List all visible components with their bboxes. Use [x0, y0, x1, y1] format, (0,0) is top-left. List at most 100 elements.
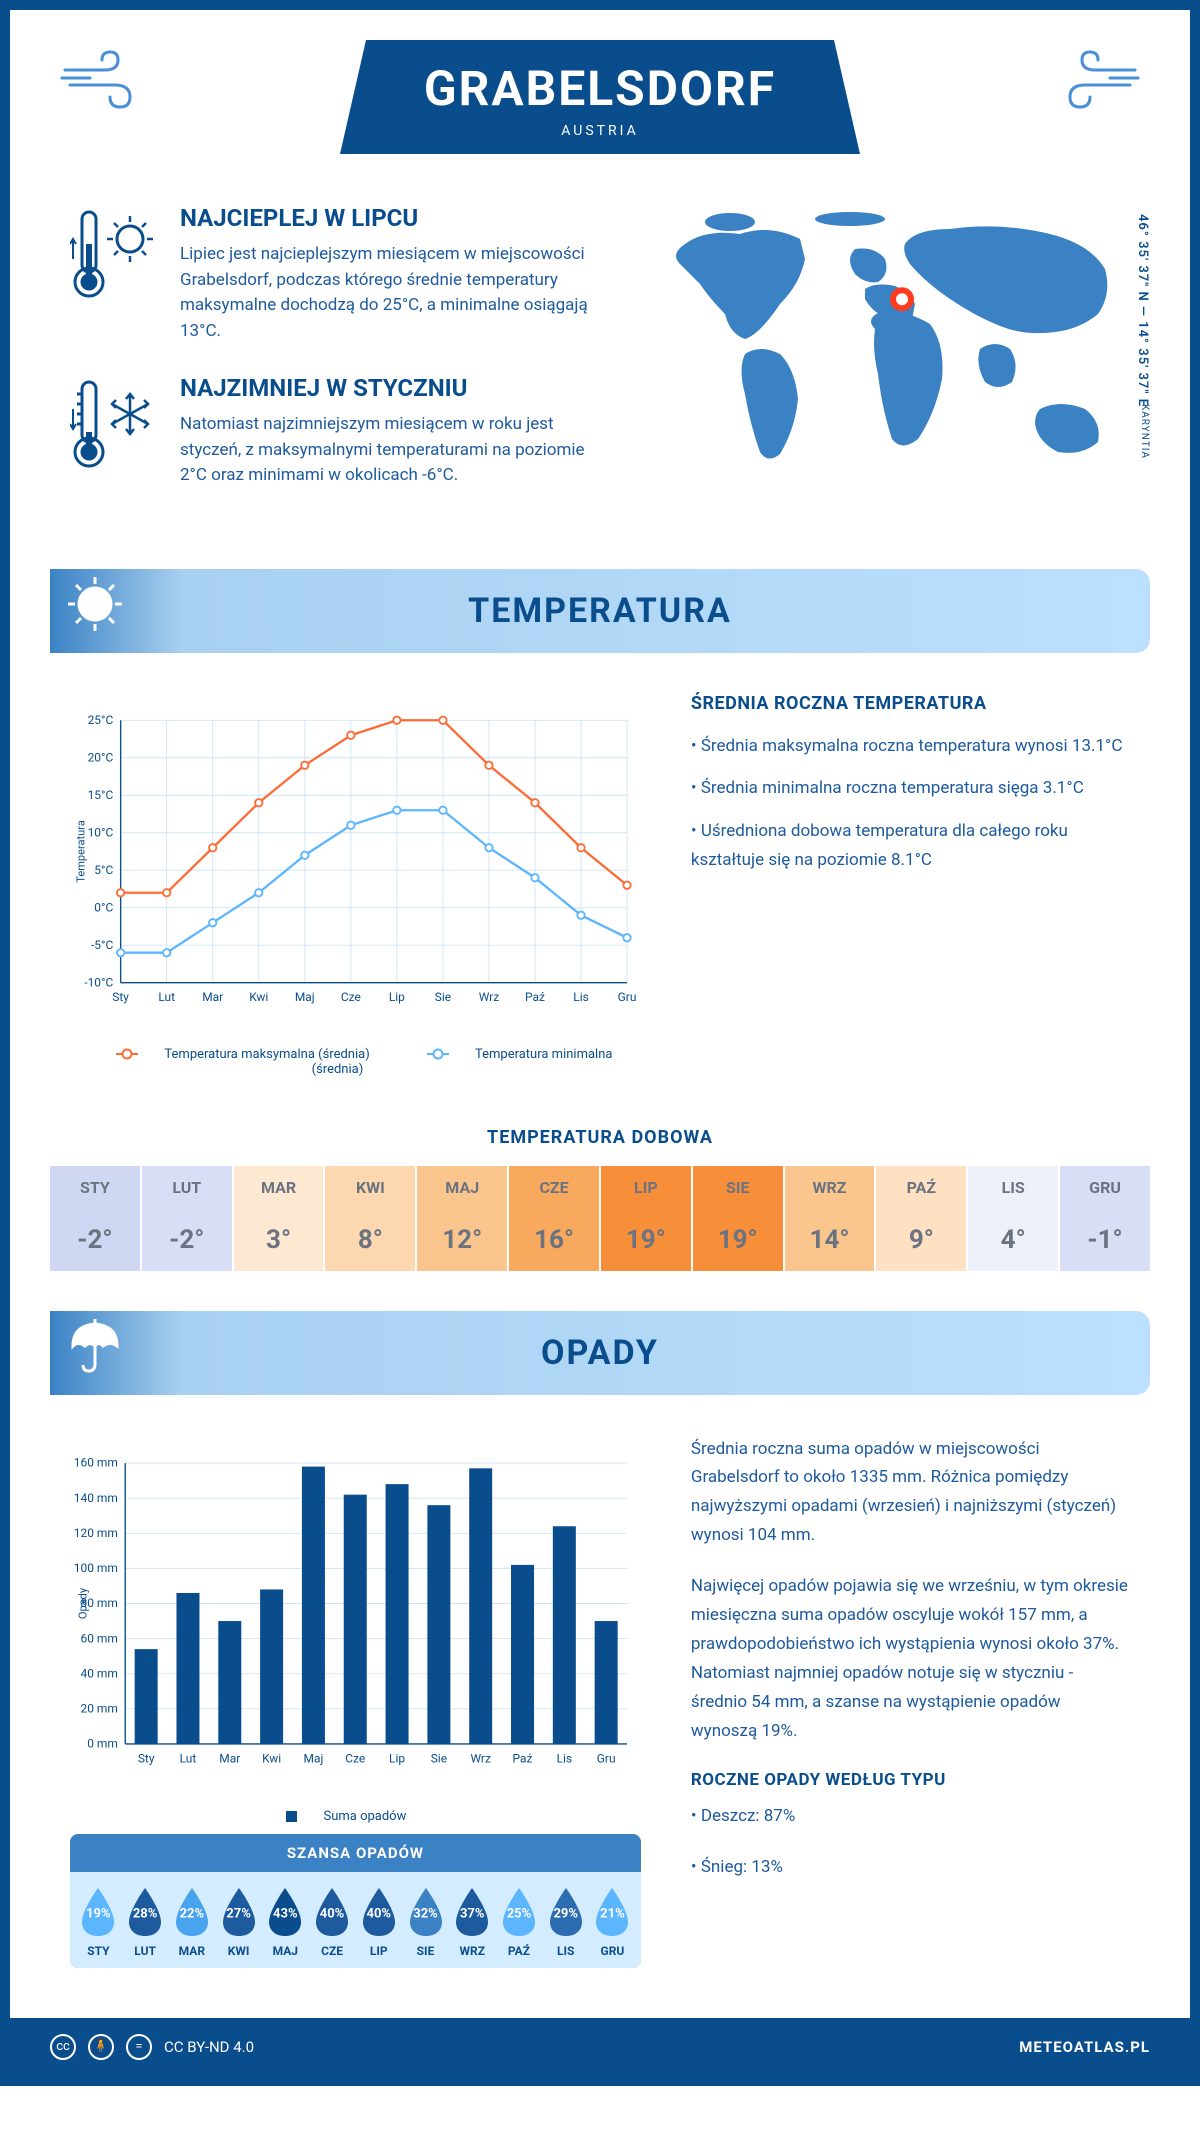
daily-temp-cell: CZE 16° [509, 1166, 601, 1271]
svg-text:Kwi: Kwi [262, 1751, 281, 1765]
thermometer-sun-icon [70, 204, 160, 344]
svg-text:5°C: 5°C [94, 862, 113, 876]
svg-text:Lip: Lip [389, 990, 405, 1004]
precip-paragraph-1: Średnia roczna suma opadów w miejscowośc… [691, 1435, 1130, 1551]
daily-temp-cell: SIE 19° [693, 1166, 785, 1271]
precipitation-legend: Suma opadów [70, 1809, 641, 1824]
daily-temp-cell: KWI 8° [325, 1166, 417, 1271]
svg-text:Lut: Lut [158, 990, 175, 1004]
coldest-block: NAJZIMNIEJ W STYCZNIU Natomiast najzimni… [70, 374, 610, 489]
precipitation-title: OPADY [541, 1333, 659, 1373]
svg-text:-10°C: -10°C [84, 975, 113, 989]
chance-cell: 40% LIP [356, 1886, 401, 1958]
daily-temp-cell: LUT -2° [142, 1166, 234, 1271]
chance-cell: 25% PAŹ [497, 1886, 542, 1958]
footer: cc 🧍 = CC BY-ND 4.0 METEOATLAS.PL [10, 2018, 1190, 2076]
svg-text:25°C: 25°C [88, 712, 114, 726]
svg-text:Cze: Cze [345, 1751, 365, 1765]
svg-text:15°C: 15°C [88, 787, 114, 801]
chance-title: SZANSA OPADÓW [70, 1834, 641, 1872]
temp-info-bullet: • Uśredniona dobowa temperatura dla całe… [691, 817, 1130, 875]
svg-text:Lip: Lip [389, 1751, 405, 1765]
title-banner: GRABELSDORF AUSTRIA [340, 40, 860, 154]
temp-info-bullet: • Średnia minimalna roczna temperatura s… [691, 774, 1130, 803]
precip-type-title: ROCZNE OPADY WEDŁUG TYPU [691, 1770, 1130, 1790]
svg-text:Cze: Cze [341, 990, 361, 1004]
svg-text:Paź: Paź [513, 1751, 533, 1765]
svg-text:Mar: Mar [202, 990, 223, 1004]
header: GRABELSDORF AUSTRIA [10, 10, 1190, 194]
wind-icon [60, 50, 140, 125]
temperature-legend: Temperatura maksymalna (średnia) Tempera… [70, 1047, 641, 1077]
svg-text:-5°C: -5°C [91, 937, 113, 951]
hottest-title: NAJCIEPLEJ W LIPCU [180, 204, 600, 232]
svg-text:40 mm: 40 mm [81, 1666, 118, 1680]
nd-icon: = [126, 2034, 152, 2060]
chance-cell: 22% MAR [169, 1886, 214, 1958]
svg-text:Lis: Lis [557, 1751, 573, 1765]
svg-text:Wrz: Wrz [470, 1751, 491, 1765]
svg-text:Sie: Sie [435, 990, 451, 1004]
umbrella-icon [65, 1316, 125, 1390]
city-title: GRABELSDORF [420, 60, 780, 117]
world-map-block: 46° 35' 37" N — 14° 35' 37" E KARYNTIA [650, 204, 1130, 519]
chance-cell: 32% SIE [403, 1886, 448, 1958]
svg-text:20°C: 20°C [88, 750, 114, 764]
precipitation-info: Średnia roczna suma opadów w miejscowośc… [691, 1435, 1130, 1968]
country-subtitle: AUSTRIA [420, 123, 780, 139]
daily-temp-cell: PAŹ 9° [876, 1166, 968, 1271]
chance-cell: 29% LIS [543, 1886, 588, 1958]
precipitation-banner: OPADY [50, 1311, 1150, 1395]
world-map [650, 204, 1130, 484]
license-label: CC BY-ND 4.0 [164, 2038, 254, 2056]
by-icon: 🧍 [88, 2034, 114, 2060]
precip-type-bullet: • Śnieg: 13% [691, 1853, 1130, 1882]
svg-text:Mar: Mar [219, 1751, 240, 1765]
site-label: METEOATLAS.PL [1019, 2038, 1150, 2056]
svg-text:120 mm: 120 mm [74, 1525, 118, 1539]
daily-temp-table: STY -2° LUT -2° MAR 3° KWI 8° MAJ 12° CZ… [50, 1166, 1150, 1271]
temp-info-title: ŚREDNIA ROCZNA TEMPERATURA [691, 693, 1130, 714]
svg-text:160 mm: 160 mm [74, 1455, 118, 1469]
precip-paragraph-2: Najwięcej opadów pojawia się we wrześniu… [691, 1572, 1130, 1745]
chance-cell: 19% STY [76, 1886, 121, 1958]
svg-text:Lis: Lis [573, 990, 589, 1004]
svg-text:Temperatura: Temperatura [75, 820, 88, 882]
svg-text:Lut: Lut [180, 1751, 197, 1765]
chance-cell: 37% WRZ [450, 1886, 495, 1958]
thermometer-snow-icon [70, 374, 160, 489]
svg-text:140 mm: 140 mm [74, 1490, 118, 1504]
coldest-title: NAJZIMNIEJ W STYCZNIU [180, 374, 600, 402]
wind-icon [1060, 50, 1140, 125]
daily-temp-cell: MAR 3° [234, 1166, 326, 1271]
precipitation-chart: 0 mm20 mm40 mm60 mm80 mm100 mm120 mm140 … [70, 1435, 641, 1968]
svg-text:Opady: Opady [77, 1587, 90, 1619]
chance-cell: 43% MAJ [263, 1886, 308, 1958]
chance-cell: 21% GRU [590, 1886, 635, 1958]
svg-text:20 mm: 20 mm [81, 1701, 118, 1715]
daily-temp-cell: STY -2° [50, 1166, 142, 1271]
precipitation-chance-box: SZANSA OPADÓW 19% STY 28% LUT 22% MAR [70, 1834, 641, 1968]
svg-text:Wrz: Wrz [479, 990, 500, 1004]
cc-icon: cc [50, 2034, 76, 2060]
svg-text:10°C: 10°C [88, 825, 114, 839]
daily-temp-cell: WRZ 14° [785, 1166, 877, 1271]
daily-temp-title: TEMPERATURA DOBOWA [10, 1127, 1190, 1148]
chance-cell: 28% LUT [123, 1886, 168, 1958]
svg-text:0 mm: 0 mm [87, 1736, 118, 1750]
daily-temp-cell: LIP 19° [601, 1166, 693, 1271]
svg-text:Sty: Sty [138, 1751, 155, 1765]
svg-text:Maj: Maj [304, 1751, 324, 1765]
coordinates-label: 46° 35' 37" N — 14° 35' 37" E [1135, 214, 1150, 407]
intro-section: NAJCIEPLEJ W LIPCU Lipiec jest najcieple… [10, 194, 1190, 549]
svg-text:Maj: Maj [295, 990, 315, 1004]
daily-temp-cell: GRU -1° [1060, 1166, 1150, 1271]
precip-type-bullet: • Deszcz: 87% [691, 1802, 1130, 1831]
daily-temp-cell: LIS 4° [968, 1166, 1060, 1271]
hottest-text: Lipiec jest najcieplejszym miesiącem w m… [180, 242, 600, 344]
daily-temp-cell: MAJ 12° [417, 1166, 509, 1271]
temp-info-bullet: • Średnia maksymalna roczna temperatura … [691, 732, 1130, 761]
legend-sum-label: Suma opadów [323, 1809, 406, 1824]
svg-text:Sty: Sty [112, 990, 129, 1004]
chance-cell: 27% KWI [216, 1886, 261, 1958]
